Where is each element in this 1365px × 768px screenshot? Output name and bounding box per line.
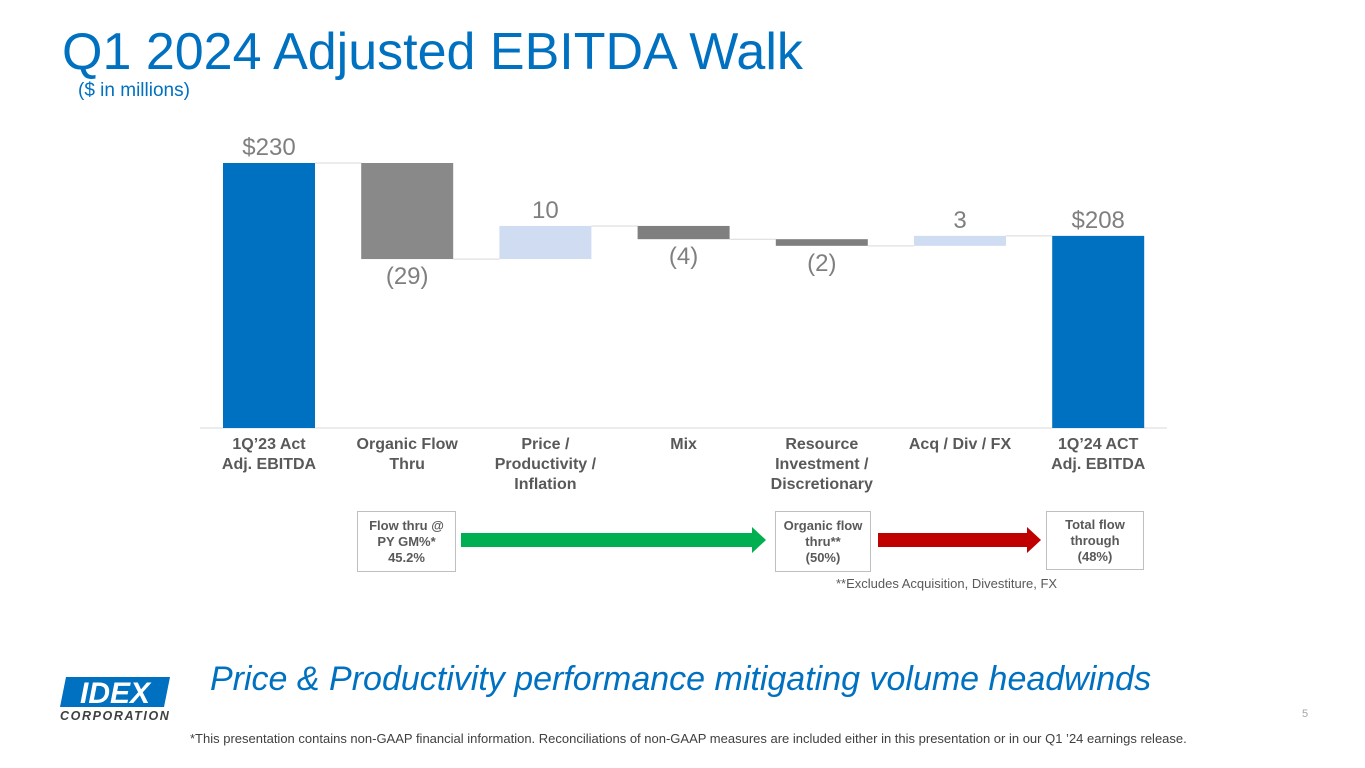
category-label: 1Q’24 ACT Adj. EBITDA xyxy=(1051,436,1146,473)
bar-2 xyxy=(499,225,592,260)
page-number: 5 xyxy=(1302,708,1309,720)
bar-0 xyxy=(223,163,315,428)
category-label: Mix xyxy=(670,436,697,453)
data-label: 3 xyxy=(953,207,966,234)
bar-5 xyxy=(914,235,1006,246)
flow-box-text: Flow thru @ PY GM%* 45.2% xyxy=(369,517,444,565)
data-label: (4) xyxy=(669,243,698,270)
flow-box-text: Organic flow thru** (50%) xyxy=(783,517,863,565)
flow-box-py-gm: Flow thru @ PY GM%* 45.2% xyxy=(357,511,456,572)
page-title: Q1 2024 Adjusted EBITDA Walk xyxy=(62,23,803,81)
bar-4 xyxy=(775,239,868,246)
waterfall-chart: $230 (29) 10 (4) (2) 3 $208 xyxy=(200,134,1167,429)
flow-box-organic: Organic flow thru** (50%) xyxy=(775,511,871,572)
category-label: Resource Investment / Discretionary xyxy=(770,436,873,493)
bar-3 xyxy=(637,225,730,240)
data-label: $208 xyxy=(1072,207,1125,234)
category-label: Organic Flow Thru xyxy=(356,436,458,473)
data-label: (2) xyxy=(807,250,836,277)
data-label: $230 xyxy=(242,134,295,161)
tagline: Price & Productivity performance mitigat… xyxy=(210,660,1152,698)
category-label: Acq / Div / FX xyxy=(908,436,1012,453)
footer-disclaimer: *This presentation contains non-GAAP fin… xyxy=(190,731,1187,746)
category-label: 1Q’23 Act Adj. EBITDA xyxy=(221,436,317,473)
logo-subtext: CORPORATION xyxy=(60,709,171,723)
category-label: Price / Productivity / Inflation xyxy=(494,436,597,493)
green-arrow xyxy=(461,527,766,553)
flow-footnote: **Excludes Acquisition, Divestiture, FX xyxy=(836,576,1058,591)
flow-box-total: Total flow through (48%) xyxy=(1046,511,1144,570)
svg-text:IDEX: IDEX xyxy=(80,677,152,709)
data-label: (29) xyxy=(386,263,429,290)
idex-logo-mark: IDEX xyxy=(60,677,170,709)
page-subtitle: ($ in millions) xyxy=(78,80,190,101)
bar-6 xyxy=(1052,235,1145,428)
data-label: 10 xyxy=(532,197,559,224)
bar-1 xyxy=(361,163,454,260)
flow-box-text: Total flow through (48%) xyxy=(1065,516,1125,564)
red-arrow xyxy=(878,527,1041,553)
